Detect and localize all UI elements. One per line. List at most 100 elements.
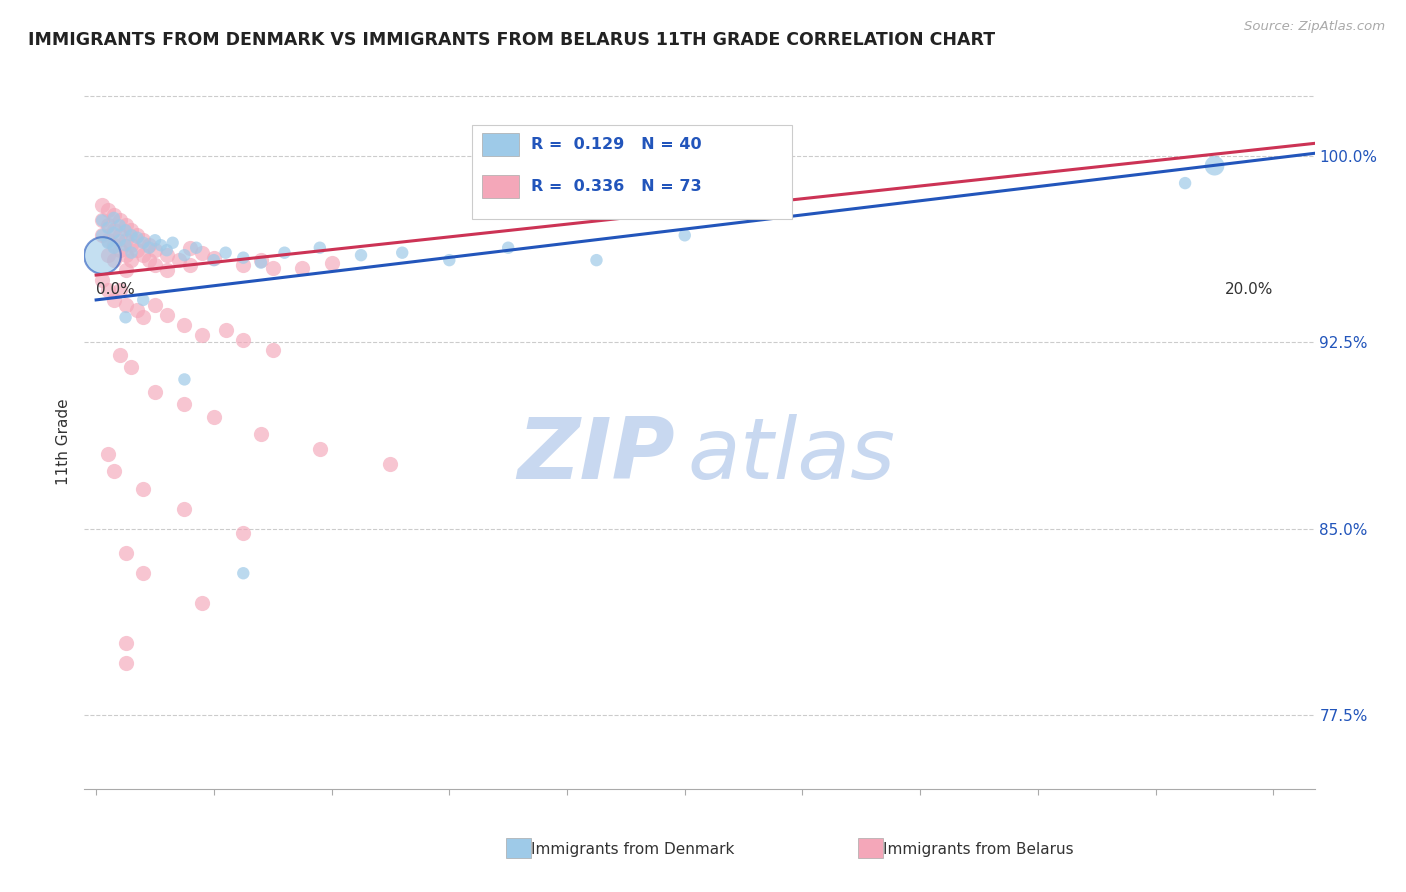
Point	[103, 293, 125, 307]
Point	[138, 253, 160, 268]
Point	[232, 526, 254, 541]
Point	[232, 333, 254, 347]
Point	[173, 397, 195, 411]
Point	[97, 219, 120, 233]
Point	[114, 298, 136, 312]
Point	[114, 263, 136, 277]
Point	[132, 566, 155, 581]
Point	[156, 248, 179, 262]
Point	[1204, 159, 1226, 173]
Point	[114, 233, 136, 247]
Point	[114, 310, 136, 325]
Point	[156, 263, 179, 277]
Text: Immigrants from Belarus: Immigrants from Belarus	[883, 842, 1074, 856]
Point	[108, 219, 131, 233]
Text: 0.0%: 0.0%	[96, 282, 135, 297]
Point	[321, 255, 343, 269]
Point	[114, 219, 136, 233]
Point	[120, 238, 142, 252]
Point	[202, 251, 225, 265]
Point	[138, 238, 160, 252]
Text: Immigrants from Denmark: Immigrants from Denmark	[531, 842, 735, 856]
Text: atlas: atlas	[688, 414, 896, 497]
Point	[250, 255, 273, 269]
Point	[173, 372, 195, 386]
Point	[91, 273, 114, 287]
Point	[108, 347, 131, 361]
Point	[97, 235, 120, 250]
Point	[114, 238, 136, 252]
Point	[173, 318, 195, 332]
Point	[167, 253, 190, 268]
Point	[202, 409, 225, 424]
Point	[191, 245, 214, 260]
Point	[97, 203, 120, 218]
Point	[191, 596, 214, 610]
Point	[143, 258, 166, 272]
Point	[143, 298, 166, 312]
Point	[214, 245, 236, 260]
Text: R =  0.336   N = 73: R = 0.336 N = 73	[531, 178, 702, 194]
Point	[103, 241, 125, 255]
Point	[97, 283, 120, 297]
Point	[91, 213, 114, 227]
Point	[162, 235, 184, 250]
Point	[127, 302, 149, 317]
Point	[156, 244, 179, 258]
Text: IMMIGRANTS FROM DENMARK VS IMMIGRANTS FROM BELARUS 11TH GRADE CORRELATION CHART: IMMIGRANTS FROM DENMARK VS IMMIGRANTS FR…	[28, 31, 995, 49]
Point	[103, 209, 125, 223]
Point	[91, 228, 114, 243]
Point	[108, 233, 131, 247]
Point	[232, 258, 254, 272]
Point	[132, 233, 155, 247]
Point	[143, 244, 166, 258]
Point	[262, 343, 284, 357]
Point	[350, 248, 373, 262]
Point	[173, 501, 195, 516]
Point	[202, 253, 225, 268]
Point	[132, 235, 155, 250]
Point	[114, 223, 136, 237]
Point	[143, 384, 166, 399]
Point	[214, 323, 236, 337]
Point	[91, 213, 114, 227]
Point	[179, 241, 201, 255]
Point	[250, 253, 273, 268]
Point	[186, 241, 208, 255]
Point	[103, 211, 125, 225]
Point	[232, 251, 254, 265]
Text: R =  0.129   N = 40: R = 0.129 N = 40	[531, 137, 702, 152]
Point	[127, 244, 149, 258]
Point	[91, 248, 114, 262]
Y-axis label: 11th Grade: 11th Grade	[56, 398, 72, 485]
Point	[114, 656, 136, 670]
Point	[191, 327, 214, 342]
Point	[114, 248, 136, 262]
Point	[132, 293, 155, 307]
Point	[380, 457, 402, 471]
Point	[108, 244, 131, 258]
Point	[439, 253, 461, 268]
Point	[173, 248, 195, 262]
Point	[91, 198, 114, 212]
Point	[232, 566, 254, 581]
Point	[91, 228, 114, 243]
Point	[120, 253, 142, 268]
Point	[391, 245, 413, 260]
Point	[262, 260, 284, 275]
Point	[97, 447, 120, 461]
Point	[308, 241, 330, 255]
Point	[97, 233, 120, 247]
Point	[132, 310, 155, 325]
Point	[149, 238, 172, 252]
Point	[291, 260, 314, 275]
FancyBboxPatch shape	[482, 175, 519, 198]
Point	[97, 220, 120, 235]
Point	[103, 226, 125, 240]
Point	[108, 213, 131, 227]
Point	[250, 427, 273, 442]
Point	[127, 231, 149, 245]
Point	[132, 482, 155, 496]
Point	[103, 253, 125, 268]
Point	[120, 245, 142, 260]
